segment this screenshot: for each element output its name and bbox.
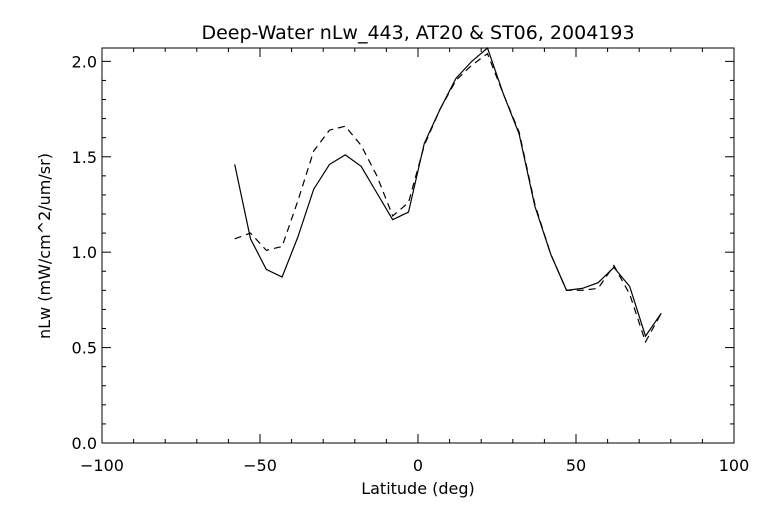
y-tick-label: 0.0	[72, 434, 97, 453]
y-tick-label: 1.0	[72, 243, 97, 262]
plot-frame	[101, 47, 735, 444]
x-tick-label: 100	[719, 456, 750, 475]
x-tick-label: −100	[80, 456, 124, 475]
y-axis-label: nLw (mW/cm^2/um/sr)	[35, 153, 54, 339]
series-layer	[234, 46, 662, 344]
y-tick-label: 2.0	[72, 52, 97, 71]
series-line-dashed	[234, 52, 662, 344]
y-axis-ticks: 0.0 0.5 1.0 1.5 2.0	[72, 52, 734, 453]
x-axis-ticks: −100 −50 0 50 100	[80, 48, 749, 475]
x-tick-label: −50	[243, 456, 277, 475]
chart-title: Deep-Water nLw_443, AT20 & ST06, 2004193	[201, 22, 634, 44]
series-line-solid	[234, 46, 662, 338]
y-tick-label: 1.5	[72, 148, 97, 167]
y-tick-label: 0.5	[72, 339, 97, 358]
x-tick-label: 50	[566, 456, 586, 475]
x-axis-label: Latitude (deg)	[361, 479, 475, 498]
x-tick-label: 0	[413, 456, 423, 475]
